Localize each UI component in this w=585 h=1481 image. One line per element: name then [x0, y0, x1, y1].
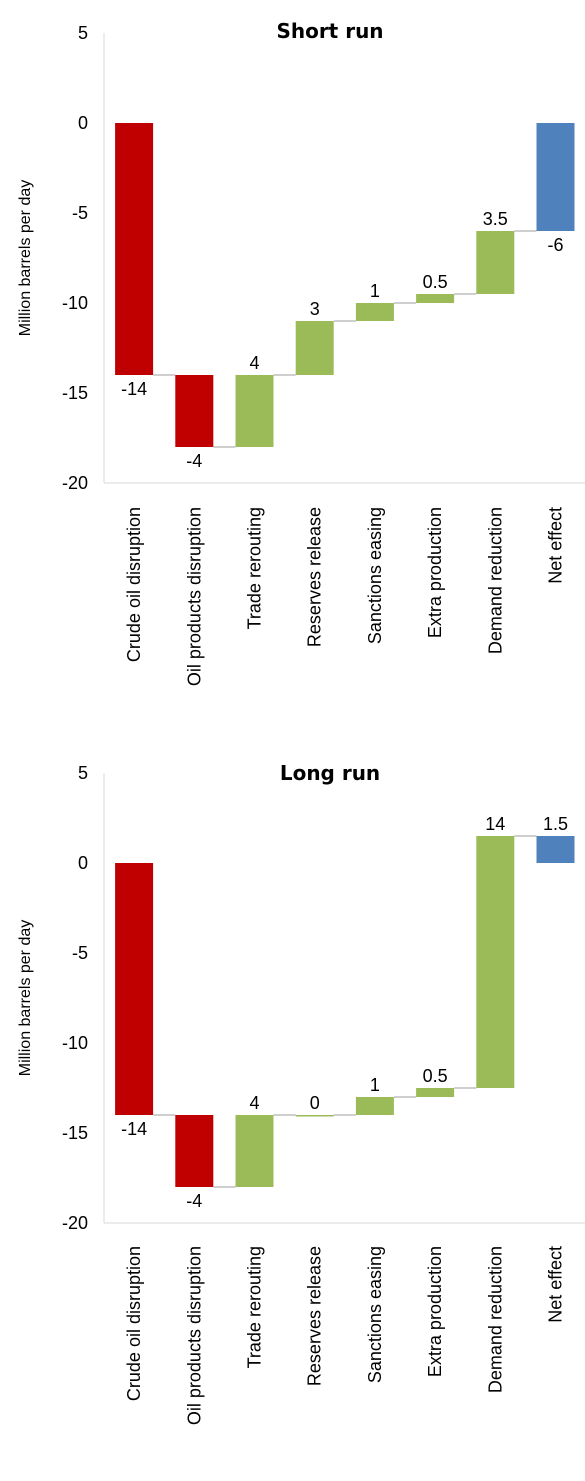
x-tick-label: Net effect: [546, 507, 566, 584]
data-label: 3.5: [483, 209, 508, 229]
bar-sanctions-easing: [355, 303, 394, 321]
data-label: -14: [121, 1119, 147, 1139]
bar-sanctions-easing: [355, 1097, 394, 1115]
bar-reserves-release: [295, 1115, 334, 1117]
bar-oil-products-disruption: [175, 375, 214, 447]
x-tick-label: Extra production: [425, 1246, 445, 1377]
x-tick-label: Reserves release: [305, 1246, 325, 1386]
data-label: 14: [485, 814, 505, 834]
data-label: -6: [547, 235, 563, 255]
y-tick-label: 0: [78, 113, 88, 133]
y-tick-label: -5: [72, 943, 88, 963]
data-label: 0.5: [423, 1066, 448, 1086]
data-label: 1: [370, 1075, 380, 1095]
x-tick-label: Sanctions easing: [365, 1246, 385, 1383]
bar-reserves-release: [295, 321, 334, 375]
bar-oil-products-disruption: [175, 1115, 214, 1187]
data-label: -4: [186, 451, 202, 471]
x-tick-label: Reserves release: [305, 507, 325, 647]
x-tick-label: Demand reduction: [485, 507, 505, 654]
data-label: 1.5: [543, 814, 568, 834]
bar-trade-rerouting: [235, 1115, 274, 1187]
bar-net-effect: [536, 836, 575, 863]
data-label: -14: [121, 379, 147, 399]
y-tick-label: -20: [62, 1213, 88, 1233]
y-tick-label: -20: [62, 473, 88, 493]
x-tick-label: Crude oil disruption: [124, 1246, 144, 1401]
bar-demand-reduction: [476, 836, 515, 1088]
chart-title: Short run: [276, 19, 383, 43]
bar-extra-production: [416, 1088, 455, 1097]
bar-extra-production: [416, 294, 455, 303]
x-tick-label: Net effect: [546, 1246, 566, 1323]
data-label: 4: [249, 1093, 259, 1113]
bar-net-effect: [536, 123, 575, 231]
chart-title: Long run: [280, 761, 380, 785]
x-tick-label: Demand reduction: [485, 1246, 505, 1393]
x-tick-label: Oil products disruption: [184, 1246, 204, 1425]
x-tick-label: Sanctions easing: [365, 507, 385, 644]
y-tick-label: 0: [78, 853, 88, 873]
y-tick-label: -5: [72, 203, 88, 223]
y-tick-label: -10: [62, 293, 88, 313]
x-tick-label: Crude oil disruption: [124, 507, 144, 662]
x-tick-label: Trade rerouting: [245, 507, 265, 629]
x-tick-label: Oil products disruption: [184, 507, 204, 686]
y-tick-label: 5: [78, 763, 88, 783]
y-tick-label: 5: [78, 23, 88, 43]
data-label: -4: [186, 1191, 202, 1211]
data-label: 0.5: [423, 272, 448, 292]
bar-demand-reduction: [476, 231, 515, 294]
bar-trade-rerouting: [235, 375, 274, 447]
y-tick-label: -15: [62, 383, 88, 403]
data-label: 0: [310, 1093, 320, 1113]
bar-crude-oil-disruption: [115, 123, 154, 375]
y-axis-label: Million barrels per day: [17, 180, 34, 337]
x-tick-label: Trade rerouting: [245, 1246, 265, 1368]
data-label: 4: [249, 353, 259, 373]
data-label: 1: [370, 281, 380, 301]
y-tick-label: -10: [62, 1033, 88, 1053]
data-label: 3: [310, 299, 320, 319]
chart-panel-1: Short run Million barrels per day 5 0 -5 -10 -…: [17, 19, 585, 686]
y-axis-label: Million barrels per day: [17, 920, 34, 1077]
bar-crude-oil-disruption: [115, 863, 154, 1115]
x-tick-label: Extra production: [425, 507, 445, 638]
y-tick-label: -15: [62, 1123, 88, 1143]
chart-panel-2: Long run Million barrels per day 5 0 -5 -10 -1…: [17, 761, 585, 1425]
